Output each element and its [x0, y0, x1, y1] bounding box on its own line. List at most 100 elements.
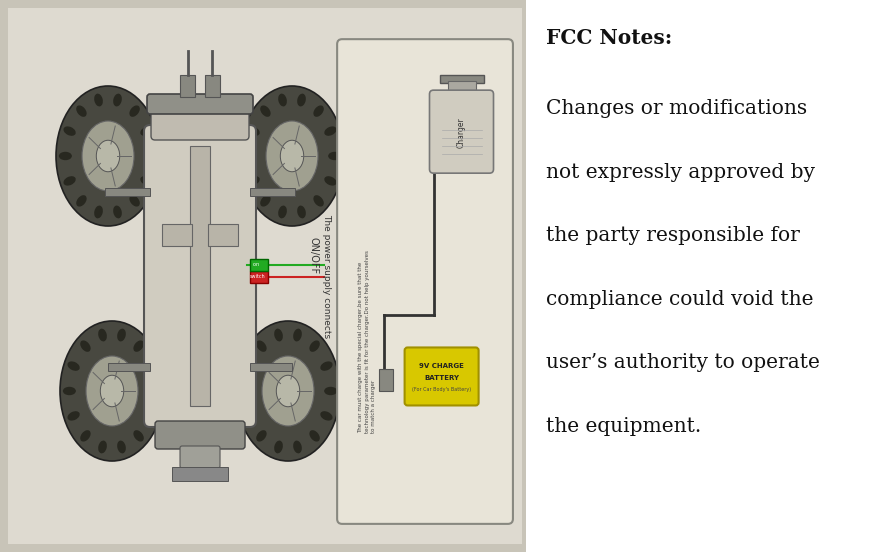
Ellipse shape [68, 362, 80, 371]
Ellipse shape [313, 105, 323, 117]
Ellipse shape [144, 362, 156, 371]
Ellipse shape [133, 430, 143, 442]
Text: (For Car Body's Battery): (For Car Body's Battery) [412, 387, 471, 392]
Text: BATTERY: BATTERY [423, 375, 459, 381]
Bar [249, 188, 295, 196]
Ellipse shape [80, 341, 90, 352]
Ellipse shape [243, 411, 255, 421]
Bar [108, 363, 149, 371]
Ellipse shape [80, 430, 90, 442]
FancyBboxPatch shape [144, 125, 255, 427]
Bar [208, 224, 238, 246]
Bar [172, 467, 228, 481]
Ellipse shape [297, 205, 306, 219]
Ellipse shape [129, 195, 140, 206]
FancyBboxPatch shape [147, 94, 253, 114]
Ellipse shape [59, 152, 72, 160]
Ellipse shape [129, 105, 140, 117]
Ellipse shape [94, 94, 103, 107]
Bar [378, 369, 392, 391]
Ellipse shape [320, 362, 332, 371]
Ellipse shape [255, 430, 266, 442]
Ellipse shape [140, 126, 152, 136]
Text: user’s authority to operate: user’s authority to operate [546, 353, 819, 372]
Ellipse shape [309, 430, 320, 442]
Ellipse shape [266, 121, 318, 191]
Bar [249, 271, 268, 283]
Text: not expressly approved by: not expressly approved by [546, 163, 814, 182]
Text: the equipment.: the equipment. [546, 417, 700, 436]
Ellipse shape [278, 205, 287, 219]
Ellipse shape [76, 105, 87, 117]
FancyBboxPatch shape [404, 347, 478, 406]
Bar [439, 75, 483, 83]
Ellipse shape [96, 140, 120, 172]
Bar [205, 75, 220, 97]
Ellipse shape [86, 356, 138, 426]
Ellipse shape [113, 205, 122, 219]
Ellipse shape [98, 328, 107, 342]
Ellipse shape [247, 176, 260, 185]
Ellipse shape [262, 356, 314, 426]
Ellipse shape [274, 328, 282, 342]
Bar [189, 146, 209, 406]
Ellipse shape [280, 140, 303, 172]
Text: FCC Notes:: FCC Notes: [546, 28, 672, 47]
Ellipse shape [274, 440, 282, 453]
Ellipse shape [148, 387, 161, 395]
Bar [8, 8, 521, 544]
Ellipse shape [133, 341, 143, 352]
Ellipse shape [117, 440, 126, 453]
Ellipse shape [243, 362, 255, 371]
Text: Changes or modifications: Changes or modifications [546, 99, 806, 118]
Ellipse shape [328, 152, 341, 160]
Ellipse shape [239, 387, 252, 395]
Text: the party responsible for: the party responsible for [546, 226, 799, 245]
Ellipse shape [100, 375, 123, 407]
Ellipse shape [247, 126, 260, 136]
Bar [180, 75, 195, 97]
Ellipse shape [63, 387, 76, 395]
Ellipse shape [82, 121, 134, 191]
Text: ON/OFF: ON/OFF [308, 237, 318, 274]
FancyBboxPatch shape [151, 102, 249, 140]
Text: Charger: Charger [456, 117, 466, 147]
FancyBboxPatch shape [180, 446, 220, 468]
FancyBboxPatch shape [337, 39, 513, 524]
Bar [249, 259, 268, 271]
Ellipse shape [117, 328, 126, 342]
Ellipse shape [309, 341, 320, 352]
Ellipse shape [63, 176, 76, 185]
Ellipse shape [235, 321, 340, 461]
Ellipse shape [144, 411, 156, 421]
Text: on: on [249, 263, 259, 268]
Ellipse shape [293, 328, 302, 342]
Ellipse shape [76, 195, 87, 206]
Ellipse shape [293, 440, 302, 453]
Ellipse shape [260, 195, 270, 206]
FancyBboxPatch shape [155, 421, 245, 449]
Ellipse shape [242, 152, 255, 160]
Ellipse shape [260, 105, 270, 117]
Text: 9V CHARGE: 9V CHARGE [419, 363, 463, 369]
Bar [162, 224, 192, 246]
Ellipse shape [56, 86, 160, 226]
Ellipse shape [324, 126, 336, 136]
Ellipse shape [276, 375, 299, 407]
Ellipse shape [144, 152, 157, 160]
Ellipse shape [297, 94, 306, 107]
Ellipse shape [324, 387, 337, 395]
Ellipse shape [94, 205, 103, 219]
Ellipse shape [313, 195, 323, 206]
Ellipse shape [278, 94, 287, 107]
Bar [0, 0, 526, 552]
Ellipse shape [113, 94, 122, 107]
Text: compliance could void the: compliance could void the [546, 290, 813, 309]
Bar [105, 188, 149, 196]
Ellipse shape [98, 440, 107, 453]
Ellipse shape [140, 176, 152, 185]
Bar [249, 363, 292, 371]
Text: The car must charge with the special charger,be sure that the
technology paramet: The car must charge with the special cha… [358, 251, 376, 433]
Text: The power supply connects: The power supply connects [322, 214, 330, 338]
Bar [447, 81, 475, 91]
